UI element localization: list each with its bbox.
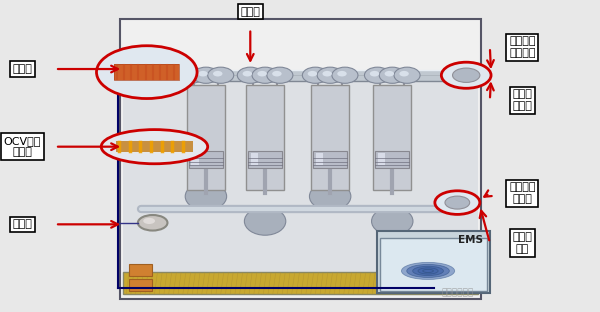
Bar — [189, 151, 223, 168]
Ellipse shape — [184, 71, 193, 76]
Ellipse shape — [185, 183, 227, 210]
Bar — [313, 151, 347, 168]
Ellipse shape — [178, 67, 204, 83]
Bar — [123, 272, 478, 294]
Bar — [311, 85, 349, 190]
Ellipse shape — [272, 71, 281, 76]
Text: 凸轮轴
信号轮: 凸轮轴 信号轮 — [512, 89, 532, 111]
Circle shape — [435, 191, 480, 214]
Ellipse shape — [400, 71, 409, 76]
Bar — [120, 19, 481, 299]
Ellipse shape — [308, 71, 317, 76]
Text: 机油泵: 机油泵 — [13, 219, 32, 229]
Text: 值什么值得买: 值什么值得买 — [441, 288, 473, 297]
Ellipse shape — [257, 71, 267, 76]
Bar — [248, 151, 282, 168]
Bar — [373, 85, 412, 190]
Bar — [377, 231, 490, 293]
Ellipse shape — [418, 268, 438, 274]
Bar — [378, 153, 385, 165]
Circle shape — [143, 218, 155, 224]
Bar — [191, 153, 199, 165]
Ellipse shape — [267, 67, 293, 83]
Ellipse shape — [242, 71, 252, 76]
Bar — [114, 64, 179, 80]
Bar — [376, 151, 409, 168]
Text: EMS: EMS — [458, 235, 483, 245]
Ellipse shape — [198, 71, 208, 76]
Ellipse shape — [101, 129, 208, 164]
Ellipse shape — [193, 67, 219, 83]
Bar — [187, 85, 225, 190]
Text: 调相器: 调相器 — [13, 64, 32, 74]
Ellipse shape — [237, 67, 263, 83]
Bar — [114, 64, 179, 80]
Circle shape — [97, 46, 197, 99]
Ellipse shape — [370, 71, 379, 76]
Ellipse shape — [385, 71, 394, 76]
Ellipse shape — [213, 71, 223, 76]
Ellipse shape — [322, 71, 332, 76]
Bar — [251, 153, 257, 165]
Ellipse shape — [317, 67, 343, 83]
Ellipse shape — [413, 266, 443, 275]
Ellipse shape — [244, 207, 286, 235]
Ellipse shape — [423, 269, 433, 272]
Ellipse shape — [208, 67, 234, 83]
Bar — [129, 264, 152, 275]
Ellipse shape — [379, 67, 405, 83]
Ellipse shape — [394, 67, 420, 83]
Text: 凸轮轴: 凸轮轴 — [241, 7, 260, 17]
Bar — [129, 279, 152, 291]
Bar — [123, 75, 478, 272]
Bar — [246, 85, 284, 190]
Ellipse shape — [310, 183, 351, 210]
Bar — [316, 153, 323, 165]
Circle shape — [445, 196, 470, 209]
Text: 曲轴信
号盘: 曲轴信 号盘 — [512, 232, 532, 254]
Text: 曲轴相位
传感器: 曲轴相位 传感器 — [509, 183, 536, 204]
Bar — [116, 141, 193, 152]
Text: OCV机油
控制阀: OCV机油 控制阀 — [4, 136, 41, 158]
Bar — [380, 238, 487, 291]
Ellipse shape — [364, 67, 391, 83]
Circle shape — [452, 68, 480, 82]
Text: 凸轮轴相
位传感器: 凸轮轴相 位传感器 — [509, 37, 536, 58]
Ellipse shape — [337, 71, 347, 76]
Bar — [129, 70, 478, 81]
Ellipse shape — [407, 264, 449, 277]
Ellipse shape — [401, 262, 455, 280]
Circle shape — [442, 62, 491, 88]
Ellipse shape — [332, 67, 358, 83]
Ellipse shape — [302, 67, 328, 83]
Circle shape — [138, 215, 167, 231]
Ellipse shape — [252, 67, 278, 83]
Ellipse shape — [371, 207, 413, 235]
